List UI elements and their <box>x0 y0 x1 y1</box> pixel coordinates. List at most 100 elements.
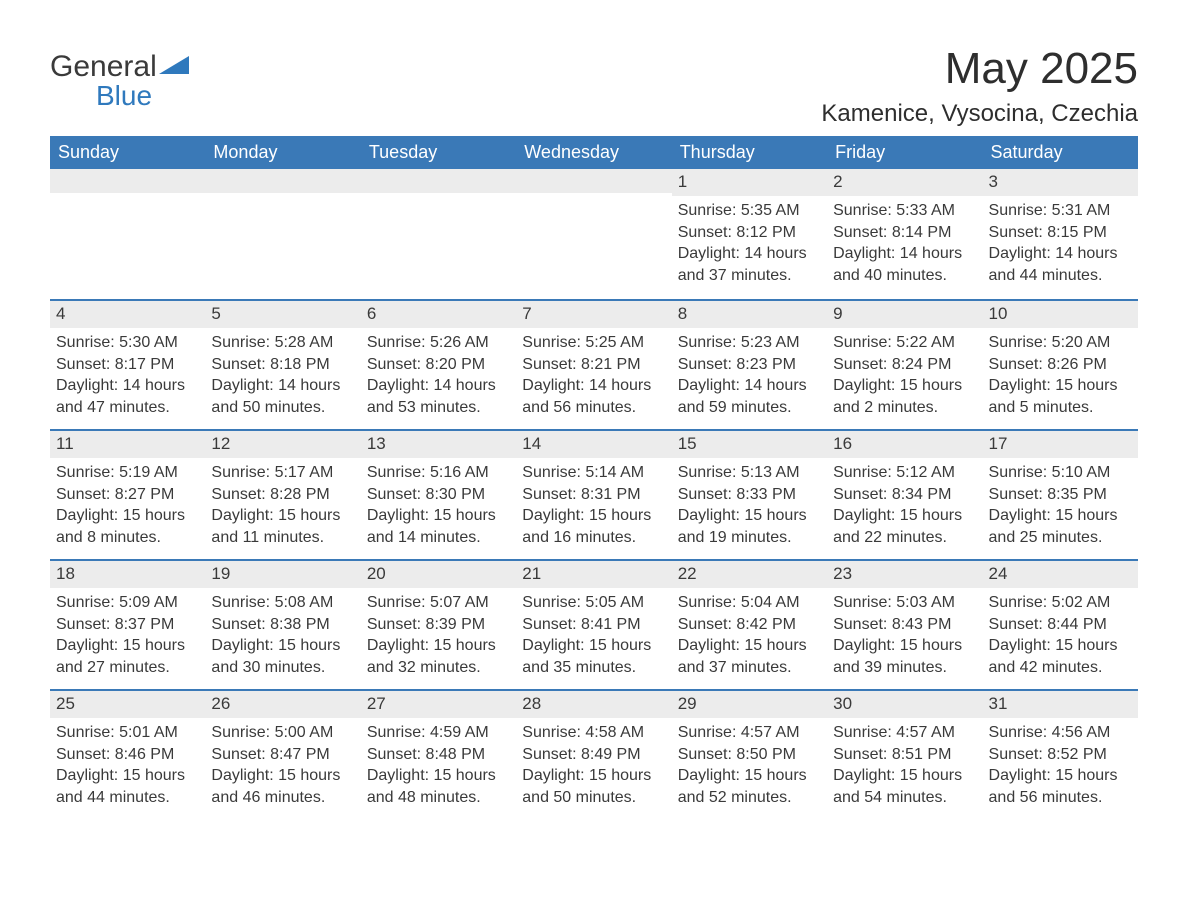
day-body: Sunrise: 5:01 AMSunset: 8:46 PMDaylight:… <box>50 718 205 818</box>
dow-wednesday: Wednesday <box>516 136 671 169</box>
day-cell: 16Sunrise: 5:12 AMSunset: 8:34 PMDayligh… <box>827 431 982 559</box>
day-cell: 1Sunrise: 5:35 AMSunset: 8:12 PMDaylight… <box>672 169 827 299</box>
day-number: 11 <box>50 431 205 458</box>
sunrise-line: Sunrise: 5:10 AM <box>989 462 1132 484</box>
day-cell: 20Sunrise: 5:07 AMSunset: 8:39 PMDayligh… <box>361 561 516 689</box>
sunset-line: Sunset: 8:28 PM <box>211 484 354 506</box>
dow-header-row: SundayMondayTuesdayWednesdayThursdayFrid… <box>50 136 1138 169</box>
day-number: 9 <box>827 301 982 328</box>
sunrise-line: Sunrise: 5:35 AM <box>678 200 821 222</box>
day-body: Sunrise: 5:04 AMSunset: 8:42 PMDaylight:… <box>672 588 827 688</box>
dow-monday: Monday <box>205 136 360 169</box>
day-cell: 22Sunrise: 5:04 AMSunset: 8:42 PMDayligh… <box>672 561 827 689</box>
sunset-line: Sunset: 8:24 PM <box>833 354 976 376</box>
sunset-line: Sunset: 8:26 PM <box>989 354 1132 376</box>
day-cell: 15Sunrise: 5:13 AMSunset: 8:33 PMDayligh… <box>672 431 827 559</box>
daylight-line: Daylight: 14 hours and 50 minutes. <box>211 375 354 418</box>
day-body: Sunrise: 5:26 AMSunset: 8:20 PMDaylight:… <box>361 328 516 428</box>
day-number: 4 <box>50 301 205 328</box>
sunset-line: Sunset: 8:47 PM <box>211 744 354 766</box>
sunset-line: Sunset: 8:44 PM <box>989 614 1132 636</box>
sunset-line: Sunset: 8:27 PM <box>56 484 199 506</box>
sunset-line: Sunset: 8:52 PM <box>989 744 1132 766</box>
day-cell: 19Sunrise: 5:08 AMSunset: 8:38 PMDayligh… <box>205 561 360 689</box>
logo-word2: Blue <box>96 80 152 112</box>
sunrise-line: Sunrise: 4:56 AM <box>989 722 1132 744</box>
day-cell: 31Sunrise: 4:56 AMSunset: 8:52 PMDayligh… <box>983 691 1138 819</box>
sunset-line: Sunset: 8:42 PM <box>678 614 821 636</box>
day-cell: 9Sunrise: 5:22 AMSunset: 8:24 PMDaylight… <box>827 301 982 429</box>
sunrise-line: Sunrise: 5:17 AM <box>211 462 354 484</box>
day-number: 18 <box>50 561 205 588</box>
header: General Blue May 2025 Kamenice, Vysocina… <box>50 44 1138 128</box>
sunrise-line: Sunrise: 5:20 AM <box>989 332 1132 354</box>
day-cell: 12Sunrise: 5:17 AMSunset: 8:28 PMDayligh… <box>205 431 360 559</box>
sunrise-line: Sunrise: 5:09 AM <box>56 592 199 614</box>
week-row: 4Sunrise: 5:30 AMSunset: 8:17 PMDaylight… <box>50 299 1138 429</box>
day-cell: 2Sunrise: 5:33 AMSunset: 8:14 PMDaylight… <box>827 169 982 299</box>
day-number: 6 <box>361 301 516 328</box>
day-body: Sunrise: 5:03 AMSunset: 8:43 PMDaylight:… <box>827 588 982 688</box>
day-body: Sunrise: 5:25 AMSunset: 8:21 PMDaylight:… <box>516 328 671 428</box>
sunrise-line: Sunrise: 4:58 AM <box>522 722 665 744</box>
day-body: Sunrise: 5:14 AMSunset: 8:31 PMDaylight:… <box>516 458 671 558</box>
day-cell: 11 Sunrise: 5:19 AMSunset: 8:27 PMDayligh… <box>50 431 205 559</box>
sunrise-line: Sunrise: 5:26 AM <box>367 332 510 354</box>
day-body: Sunrise: 5:13 AMSunset: 8:33 PMDaylight:… <box>672 458 827 558</box>
daylight-line: Daylight: 15 hours and 27 minutes. <box>56 635 199 678</box>
daylight-line: Daylight: 14 hours and 40 minutes. <box>833 243 976 286</box>
daylight-line: Daylight: 15 hours and 2 minutes. <box>833 375 976 418</box>
sunset-line: Sunset: 8:18 PM <box>211 354 354 376</box>
dow-friday: Friday <box>827 136 982 169</box>
daylight-line: Daylight: 15 hours and 30 minutes. <box>211 635 354 678</box>
day-number: 19 <box>205 561 360 588</box>
page-subtitle: Kamenice, Vysocina, Czechia <box>821 100 1138 128</box>
sunset-line: Sunset: 8:37 PM <box>56 614 199 636</box>
day-cell: 10Sunrise: 5:20 AMSunset: 8:26 PMDayligh… <box>983 301 1138 429</box>
sunrise-line: Sunrise: 4:57 AM <box>678 722 821 744</box>
week-row: 1Sunrise: 5:35 AMSunset: 8:12 PMDaylight… <box>50 169 1138 299</box>
dow-thursday: Thursday <box>672 136 827 169</box>
week-row: 11Sunrise: 5:19 AMSunset: 8:27 PMDayligh… <box>50 429 1138 559</box>
daylight-line: Daylight: 15 hours and 8 minutes. <box>56 505 199 548</box>
daylight-line: Daylight: 15 hours and 22 minutes. <box>833 505 976 548</box>
logo-word1: General <box>50 50 157 83</box>
day-body: Sunrise: 5:33 AMSunset: 8:14 PMDaylight:… <box>827 196 982 296</box>
week-row: 18Sunrise: 5:09 AMSunset: 8:37 PMDayligh… <box>50 559 1138 689</box>
sunrise-line: Sunrise: 5:07 AM <box>367 592 510 614</box>
daylight-line: Daylight: 14 hours and 53 minutes. <box>367 375 510 418</box>
day-number: 26 <box>205 691 360 718</box>
day-cell <box>516 169 671 299</box>
sunrise-line: Sunrise: 5:19 AM <box>56 462 199 484</box>
day-cell: 13Sunrise: 5:16 AMSunset: 8:30 PMDayligh… <box>361 431 516 559</box>
day-number: 20 <box>361 561 516 588</box>
sunset-line: Sunset: 8:20 PM <box>367 354 510 376</box>
day-number: 3 <box>983 169 1138 196</box>
day-cell: 8Sunrise: 5:23 AMSunset: 8:23 PMDaylight… <box>672 301 827 429</box>
sunset-line: Sunset: 8:35 PM <box>989 484 1132 506</box>
sunset-line: Sunset: 8:51 PM <box>833 744 976 766</box>
day-cell: 6Sunrise: 5:26 AMSunset: 8:20 PMDaylight… <box>361 301 516 429</box>
daylight-line: Daylight: 15 hours and 39 minutes. <box>833 635 976 678</box>
day-body: Sunrise: 4:58 AMSunset: 8:49 PMDaylight:… <box>516 718 671 818</box>
day-number: 2 <box>827 169 982 196</box>
sunset-line: Sunset: 8:15 PM <box>989 222 1132 244</box>
day-body: Sunrise: 5:07 AMSunset: 8:39 PMDaylight:… <box>361 588 516 688</box>
day-cell: 25Sunrise: 5:01 AMSunset: 8:46 PMDayligh… <box>50 691 205 819</box>
day-number: 1 <box>672 169 827 196</box>
day-cell: 21Sunrise: 5:05 AMSunset: 8:41 PMDayligh… <box>516 561 671 689</box>
day-number: 17 <box>983 431 1138 458</box>
day-number: 8 <box>672 301 827 328</box>
sunrise-line: Sunrise: 5:25 AM <box>522 332 665 354</box>
day-body: Sunrise: 5:22 AMSunset: 8:24 PMDaylight:… <box>827 328 982 428</box>
daylight-line: Daylight: 15 hours and 11 minutes. <box>211 505 354 548</box>
day-body: Sunrise: 5:10 AMSunset: 8:35 PMDaylight:… <box>983 458 1138 558</box>
sunrise-line: Sunrise: 5:30 AM <box>56 332 199 354</box>
day-cell <box>205 169 360 299</box>
day-body: Sunrise: 5:17 AMSunset: 8:28 PMDaylight:… <box>205 458 360 558</box>
daylight-line: Daylight: 15 hours and 32 minutes. <box>367 635 510 678</box>
sunset-line: Sunset: 8:48 PM <box>367 744 510 766</box>
daylight-line: Daylight: 15 hours and 25 minutes. <box>989 505 1132 548</box>
title-block: May 2025 Kamenice, Vysocina, Czechia <box>821 44 1138 128</box>
day-number: 28 <box>516 691 671 718</box>
